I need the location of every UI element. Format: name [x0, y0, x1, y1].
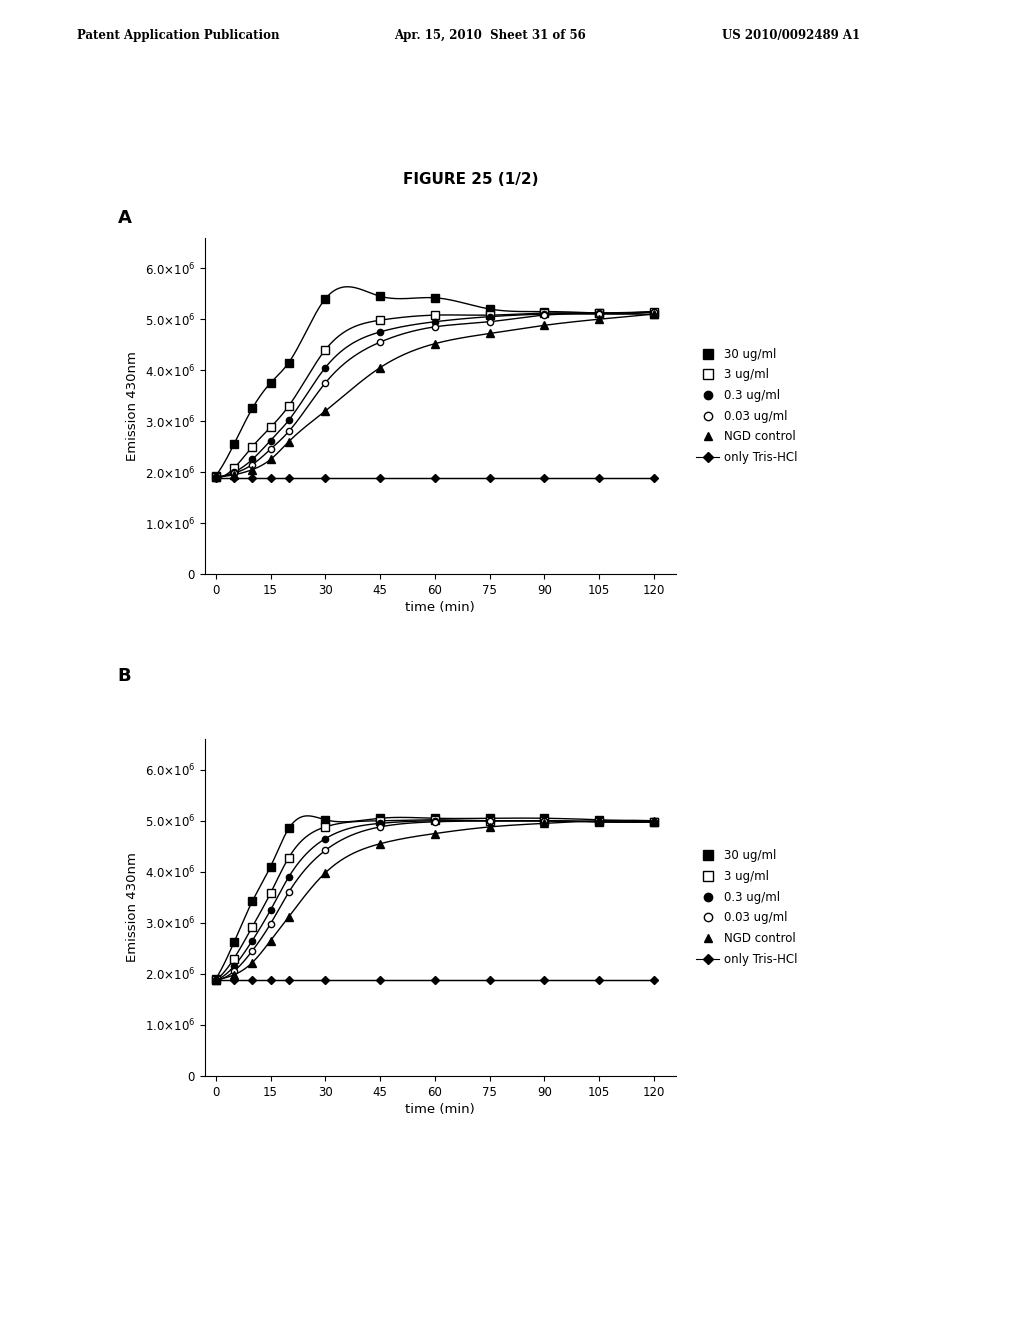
X-axis label: time (min): time (min) — [406, 1102, 475, 1115]
X-axis label: time (min): time (min) — [406, 601, 475, 614]
Legend: 30 ug/ml, 3 ug/ml, 0.3 ug/ml, 0.03 ug/ml, NGD control, only Tris-HCl: 30 ug/ml, 3 ug/ml, 0.3 ug/ml, 0.03 ug/ml… — [696, 849, 798, 966]
Legend: 30 ug/ml, 3 ug/ml, 0.3 ug/ml, 0.03 ug/ml, NGD control, only Tris-HCl: 30 ug/ml, 3 ug/ml, 0.3 ug/ml, 0.03 ug/ml… — [696, 347, 798, 465]
Y-axis label: Emission 430nm: Emission 430nm — [126, 853, 139, 962]
Text: US 2010/0092489 A1: US 2010/0092489 A1 — [722, 29, 860, 42]
Text: Apr. 15, 2010  Sheet 31 of 56: Apr. 15, 2010 Sheet 31 of 56 — [394, 29, 586, 42]
Text: FIGURE 25 (1/2): FIGURE 25 (1/2) — [403, 172, 539, 186]
Text: B: B — [118, 667, 131, 685]
Text: Patent Application Publication: Patent Application Publication — [77, 29, 280, 42]
Y-axis label: Emission 430nm: Emission 430nm — [126, 351, 139, 461]
Text: A: A — [118, 209, 132, 227]
